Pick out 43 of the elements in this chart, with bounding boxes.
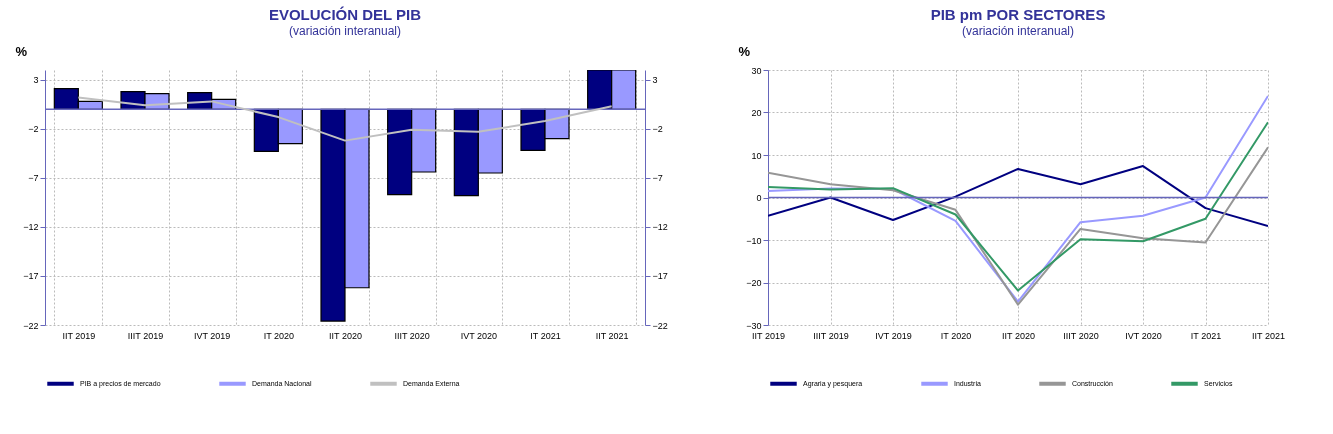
y-tick-label: −20 <box>746 278 762 288</box>
x-tick-label: IIT 2020 <box>329 330 362 341</box>
x-tick-label: IIIT 2019 <box>127 330 164 341</box>
x-tick-label: IIIT 2020 <box>394 330 430 341</box>
x-tick-label: IVT 2020 <box>1125 330 1162 341</box>
y2-tick-label: −12 <box>652 222 668 233</box>
y2-tick-label: −22 <box>652 320 668 331</box>
y2-tick-label: −17 <box>652 271 668 282</box>
y-tick-label: 30 <box>751 65 762 76</box>
y-tick-label: 10 <box>751 150 762 161</box>
chart-subtitle: (variación interanual) <box>961 24 1075 38</box>
x-tick-label: IT 2020 <box>940 330 972 341</box>
x-tick-label: IIIT 2020 <box>1063 330 1099 341</box>
y-axis-title: % <box>738 43 751 59</box>
y-tick-label: −30 <box>746 320 762 331</box>
x-tick-label: IIT 2020 <box>1002 330 1035 341</box>
x-tick-label: IVT 2019 <box>875 330 912 341</box>
y-tick-label: 0 <box>756 193 762 203</box>
x-tick-label: IIT 2021 <box>1252 330 1285 341</box>
y-tick-label: −7 <box>28 173 39 184</box>
chart-subtitle: (variación interanual) <box>288 24 402 38</box>
y-axis-title: % <box>15 43 28 59</box>
x-tick-label: IIT 2019 <box>752 330 785 341</box>
y-tick-label: 3 <box>33 75 39 86</box>
x-tick-label: IT 2021 <box>1190 330 1222 341</box>
chart-title: EVOLUCIÓN DEL PIB <box>268 6 422 23</box>
y-tick-label: −22 <box>23 320 39 331</box>
y-tick-label: −17 <box>23 271 39 282</box>
y-tick-label: 20 <box>751 108 762 118</box>
y2-tick-label: −7 <box>652 173 663 184</box>
y-tick-label: −12 <box>23 222 39 233</box>
y2-tick-label: −2 <box>652 124 663 135</box>
x-tick-label: IT 2021 <box>530 330 561 341</box>
y-tick-label: −10 <box>746 235 762 246</box>
x-tick-label: IIT 2019 <box>62 330 96 341</box>
x-tick-label: IIT 2021 <box>595 330 629 341</box>
x-tick-label: IT 2020 <box>263 330 295 341</box>
y-tick-label: −2 <box>28 124 39 135</box>
x-tick-label: IVT 2019 <box>193 330 231 341</box>
x-tick-label: IVT 2020 <box>460 330 498 341</box>
y2-tick-label: 3 <box>652 75 658 86</box>
chart-title: PIB pm POR SECTORES <box>930 6 1106 23</box>
x-tick-label: IIIT 2019 <box>813 330 849 341</box>
